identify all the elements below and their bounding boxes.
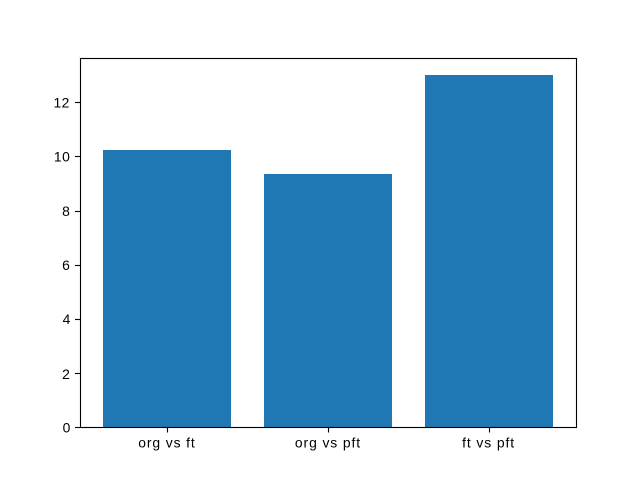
svg-text:org vs pft: org vs pft (295, 435, 361, 451)
svg-text:10: 10 (54, 149, 70, 165)
svg-text:org vs ft: org vs ft (138, 435, 196, 451)
svg-text:6: 6 (62, 257, 70, 273)
svg-text:12: 12 (53, 95, 69, 111)
svg-text:2: 2 (62, 366, 70, 382)
svg-text:4: 4 (63, 311, 71, 327)
svg-text:ft vs pft: ft vs pft (462, 435, 515, 451)
svg-text:8: 8 (62, 203, 70, 219)
svg-text:0: 0 (63, 420, 71, 436)
